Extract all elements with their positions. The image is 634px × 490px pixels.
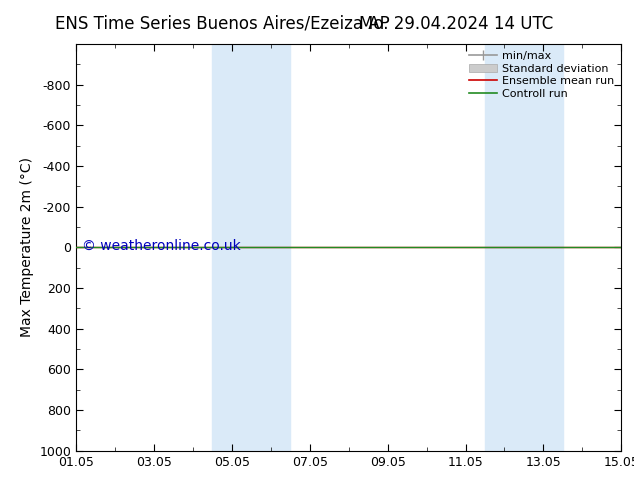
Legend: min/max, Standard deviation, Ensemble mean run, Controll run: min/max, Standard deviation, Ensemble me… xyxy=(465,47,619,103)
Bar xyxy=(485,44,563,451)
Y-axis label: Max Temperature 2m (°C): Max Temperature 2m (°C) xyxy=(20,157,34,338)
Text: ENS Time Series Buenos Aires/Ezeiza AP: ENS Time Series Buenos Aires/Ezeiza AP xyxy=(55,15,389,33)
Bar xyxy=(251,44,290,451)
Text: © weatheronline.co.uk: © weatheronline.co.uk xyxy=(82,239,240,252)
Text: Mo. 29.04.2024 14 UTC: Mo. 29.04.2024 14 UTC xyxy=(359,15,553,33)
Bar xyxy=(212,44,251,451)
